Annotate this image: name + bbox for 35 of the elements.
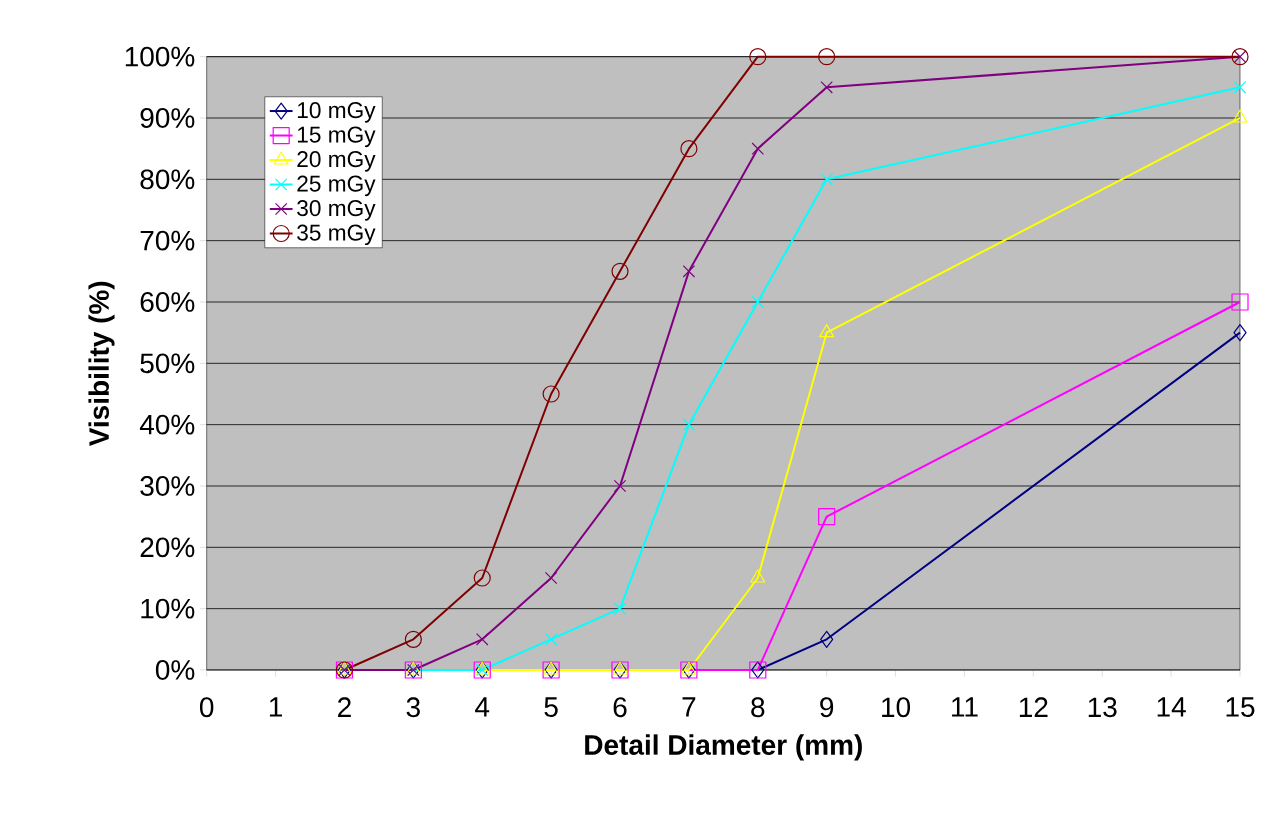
legend-label: 35 mGy [297, 224, 376, 246]
y-tick-label: 0% [155, 660, 195, 680]
y-axis-title: Visibility (%) [88, 281, 115, 447]
x-tick-label: 2 [338, 697, 351, 717]
legend-label: 10 mGy [297, 102, 376, 123]
x-tick-label: 1 [269, 697, 282, 717]
y-tick-label: 20% [140, 537, 195, 558]
y-tick-label: 90% [140, 108, 195, 128]
x-tick-label: 6 [613, 697, 627, 718]
x-tick-label: 3 [406, 697, 420, 718]
x-tick-label: 12 [1019, 697, 1048, 717]
legend-label: 25 mGy [297, 175, 376, 197]
x-tick-label: 4 [475, 697, 490, 717]
legend-label: 30 mGy [297, 200, 376, 221]
y-tick-label: 70% [140, 230, 195, 251]
y-tick-label: 50% [140, 353, 195, 374]
x-tick-label: 0 [199, 697, 214, 718]
x-tick-label: 14 [1157, 697, 1186, 717]
y-tick-label: 10% [141, 598, 195, 619]
x-tick-label: 11 [952, 697, 978, 717]
x-tick-label: 10 [882, 697, 911, 718]
x-tick-label: 8 [751, 697, 765, 718]
legend-label: 15 mGy [297, 126, 376, 148]
x-tick-label: 9 [820, 697, 834, 718]
x-axis-title: Detail Diameter (mm) [585, 734, 862, 761]
y-tick-label: 100% [125, 46, 195, 67]
x-tick-label: 13 [1088, 697, 1117, 718]
legend-label: 20 mGy [297, 151, 376, 172]
y-tick-label: 30% [140, 476, 195, 496]
x-tick-label: 5 [544, 697, 558, 717]
y-tick-label: 40% [139, 414, 195, 435]
y-tick-label: 80% [140, 169, 195, 190]
x-tick-label: 15 [1226, 697, 1255, 717]
y-tick-label: 60% [140, 292, 195, 312]
x-tick-label: 7 [682, 697, 696, 717]
